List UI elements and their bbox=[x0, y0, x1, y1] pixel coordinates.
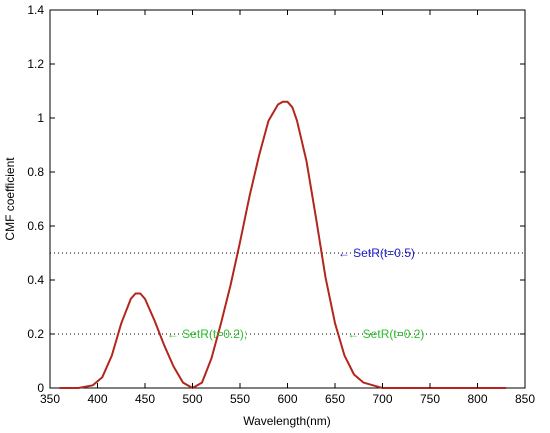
y-tick-label: 1 bbox=[37, 111, 44, 125]
y-tick-label: 0.8 bbox=[27, 165, 44, 179]
x-tick-label: 750 bbox=[420, 392, 440, 406]
x-tick-label: 450 bbox=[135, 392, 155, 406]
x-tick-label: 650 bbox=[325, 392, 345, 406]
annotation-label-2: ← SetR(t=0.2) bbox=[347, 327, 424, 341]
series-layer bbox=[59, 100, 506, 389]
y-tick-label: 0.6 bbox=[27, 219, 44, 233]
x-tick-label: 800 bbox=[467, 392, 487, 406]
x-tick-label: 850 bbox=[515, 392, 535, 406]
x-tick-label: 400 bbox=[87, 392, 107, 406]
annotation-label-1: ← SetR(t=0.2); bbox=[167, 327, 247, 341]
x-tick-label: 550 bbox=[230, 392, 250, 406]
y-tick-label: 1.2 bbox=[27, 57, 44, 71]
y-tick-label: 0 bbox=[37, 381, 44, 395]
y-tick-label: 1.4 bbox=[27, 3, 44, 17]
x-tick-label: 600 bbox=[277, 392, 297, 406]
plot-area bbox=[49, 9, 526, 389]
annotation-label-0: ← SetR(t=0.5) bbox=[338, 246, 415, 260]
plot-frame bbox=[49, 9, 526, 389]
y-tick-label: 0.4 bbox=[27, 273, 44, 287]
y-axis: 0 0.2 0.4 0.6 0.8 1 1.2 1.4 bbox=[27, 3, 525, 395]
x-tick-label: 350 bbox=[40, 392, 60, 406]
y-axis-label: CMF coefficient bbox=[3, 157, 17, 241]
x-tick-label: 500 bbox=[182, 392, 202, 406]
y-tick-label: 0.2 bbox=[27, 327, 44, 341]
series-line-0 bbox=[59, 100, 506, 389]
x-axis: 350 400 450 500 550 600 650 700 750 800 850 bbox=[40, 10, 535, 406]
x-tick-label: 700 bbox=[372, 392, 392, 406]
annotations: ← SetR(t=0.5) ← SetR(t=0.2); ← SetR(t=0.2) bbox=[167, 246, 425, 341]
x-axis-label: Wavelength(nm) bbox=[243, 414, 331, 428]
